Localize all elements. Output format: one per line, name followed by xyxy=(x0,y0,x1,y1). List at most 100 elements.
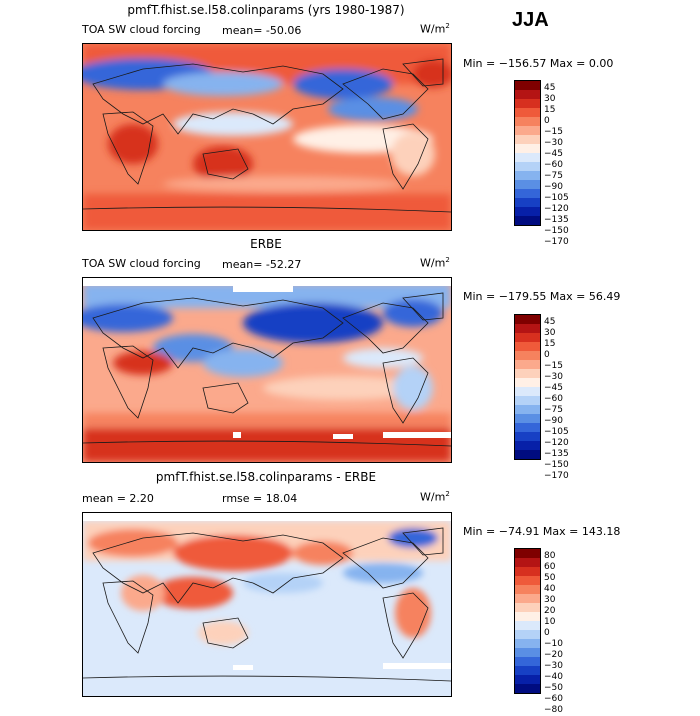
panel1-coastlines xyxy=(83,58,451,213)
colorbar-tick: 0 xyxy=(544,350,550,360)
colorbar-swatch xyxy=(515,198,540,207)
colorbar-swatch xyxy=(515,450,540,459)
colorbar-swatch xyxy=(515,648,540,657)
colorbar-swatch xyxy=(515,558,540,567)
colorbar-tick: −135 xyxy=(544,215,569,225)
colorbar-swatch xyxy=(515,441,540,450)
panel2-colorbar xyxy=(514,314,541,460)
colorbar-swatch xyxy=(515,351,540,360)
colorbar-swatch xyxy=(515,180,540,189)
panel2-map xyxy=(82,277,452,463)
colorbar-tick: 0 xyxy=(544,116,550,126)
colorbar-swatch xyxy=(515,162,540,171)
panel1-colorbar xyxy=(514,80,541,226)
colorbar-tick: −60 xyxy=(544,160,563,170)
colorbar-swatch xyxy=(515,108,540,117)
season-label: JJA xyxy=(512,9,549,31)
colorbar-swatch xyxy=(515,153,540,162)
panel1-title: pmfT.fhist.se.l58.colinparams (yrs 1980-… xyxy=(127,3,405,17)
colorbar-tick: 15 xyxy=(544,339,556,349)
panel3-colorbar-labels: 80 60 50 40 30 20 10 0 −10 −20 −30 −40 −… xyxy=(544,551,563,716)
colorbar-tick: 30 xyxy=(544,94,556,104)
colorbar-swatch xyxy=(515,621,540,630)
colorbar-tick: −30 xyxy=(544,661,563,671)
panel2-coastlines xyxy=(83,292,451,447)
colorbar-swatch xyxy=(515,135,540,144)
colorbar-tick: 40 xyxy=(544,584,556,594)
colorbar-swatch xyxy=(515,99,540,108)
colorbar-swatch xyxy=(515,414,540,423)
colorbar-swatch xyxy=(515,666,540,675)
panel3-unit: W/m2 xyxy=(420,490,450,504)
panel1-mean: mean= -50.06 xyxy=(222,24,302,37)
colorbar-swatch xyxy=(515,81,540,90)
colorbar-tick: 60 xyxy=(544,562,556,572)
panel2-minmax: Min = −179.55 Max = 56.49 xyxy=(463,290,621,303)
colorbar-tick: −135 xyxy=(544,449,569,459)
colorbar-tick: 80 xyxy=(544,551,556,561)
colorbar-tick: −105 xyxy=(544,427,569,437)
colorbar-tick: −40 xyxy=(544,672,563,682)
colorbar-tick: 20 xyxy=(544,606,556,616)
colorbar-tick: −30 xyxy=(544,138,563,148)
colorbar-swatch xyxy=(515,396,540,405)
colorbar-tick: −150 xyxy=(544,226,569,236)
colorbar-swatch xyxy=(515,333,540,342)
colorbar-tick: −15 xyxy=(544,127,563,137)
colorbar-swatch xyxy=(515,585,540,594)
colorbar-tick: −60 xyxy=(544,394,563,404)
colorbar-tick: 30 xyxy=(544,595,556,605)
colorbar-tick: −10 xyxy=(544,639,563,649)
panel3-coastlines xyxy=(83,527,451,682)
colorbar-swatch xyxy=(515,189,540,198)
panel3-colorbar xyxy=(514,548,541,694)
colorbar-tick: −120 xyxy=(544,438,569,448)
colorbar-tick: −150 xyxy=(544,460,569,470)
colorbar-tick: −75 xyxy=(544,405,563,415)
colorbar-swatch xyxy=(515,369,540,378)
colorbar-tick: −170 xyxy=(544,237,569,247)
panel1-colorbar-labels: 45 30 15 0 −15 −30 −45 −60 −75 −90 −105 … xyxy=(544,83,569,248)
colorbar-tick: −30 xyxy=(544,372,563,382)
colorbar-swatch xyxy=(515,405,540,414)
colorbar-swatch xyxy=(515,639,540,648)
panel2-colorbar-labels: 45 30 15 0 −15 −30 −45 −60 −75 −90 −105 … xyxy=(544,317,569,482)
colorbar-swatch xyxy=(515,117,540,126)
colorbar-swatch xyxy=(515,576,540,585)
panel2-left-label: TOA SW cloud forcing xyxy=(82,257,201,270)
colorbar-swatch xyxy=(515,90,540,99)
colorbar-tick: 50 xyxy=(544,573,556,583)
colorbar-tick: 45 xyxy=(544,83,556,93)
colorbar-tick: −60 xyxy=(544,694,563,704)
colorbar-swatch xyxy=(515,324,540,333)
colorbar-tick: −20 xyxy=(544,650,563,660)
panel3-minmax: Min = −74.91 Max = 143.18 xyxy=(463,525,621,538)
colorbar-tick: −50 xyxy=(544,683,563,693)
colorbar-swatch xyxy=(515,630,540,639)
colorbar-swatch xyxy=(515,549,540,558)
colorbar-swatch xyxy=(515,207,540,216)
panel1-map xyxy=(82,43,452,231)
panel1-unit: W/m2 xyxy=(420,22,450,36)
panel3-rmse: rmse = 18.04 xyxy=(222,492,298,505)
panel1-left-label: TOA SW cloud forcing xyxy=(82,23,201,36)
colorbar-tick: 30 xyxy=(544,328,556,338)
colorbar-swatch xyxy=(515,594,540,603)
colorbar-tick: −75 xyxy=(544,171,563,181)
colorbar-tick: −170 xyxy=(544,471,569,481)
colorbar-swatch xyxy=(515,603,540,612)
colorbar-tick: −90 xyxy=(544,416,563,426)
colorbar-swatch xyxy=(515,387,540,396)
panel3-map-svg xyxy=(83,513,451,696)
colorbar-swatch xyxy=(515,144,540,153)
colorbar-tick: −15 xyxy=(544,361,563,371)
panel2-unit: W/m2 xyxy=(420,256,450,270)
colorbar-swatch xyxy=(515,432,540,441)
colorbar-swatch xyxy=(515,216,540,225)
colorbar-tick: 10 xyxy=(544,617,556,627)
colorbar-swatch xyxy=(515,126,540,135)
colorbar-swatch xyxy=(515,657,540,666)
colorbar-swatch xyxy=(515,567,540,576)
colorbar-swatch xyxy=(515,675,540,684)
colorbar-tick: −80 xyxy=(544,705,563,715)
